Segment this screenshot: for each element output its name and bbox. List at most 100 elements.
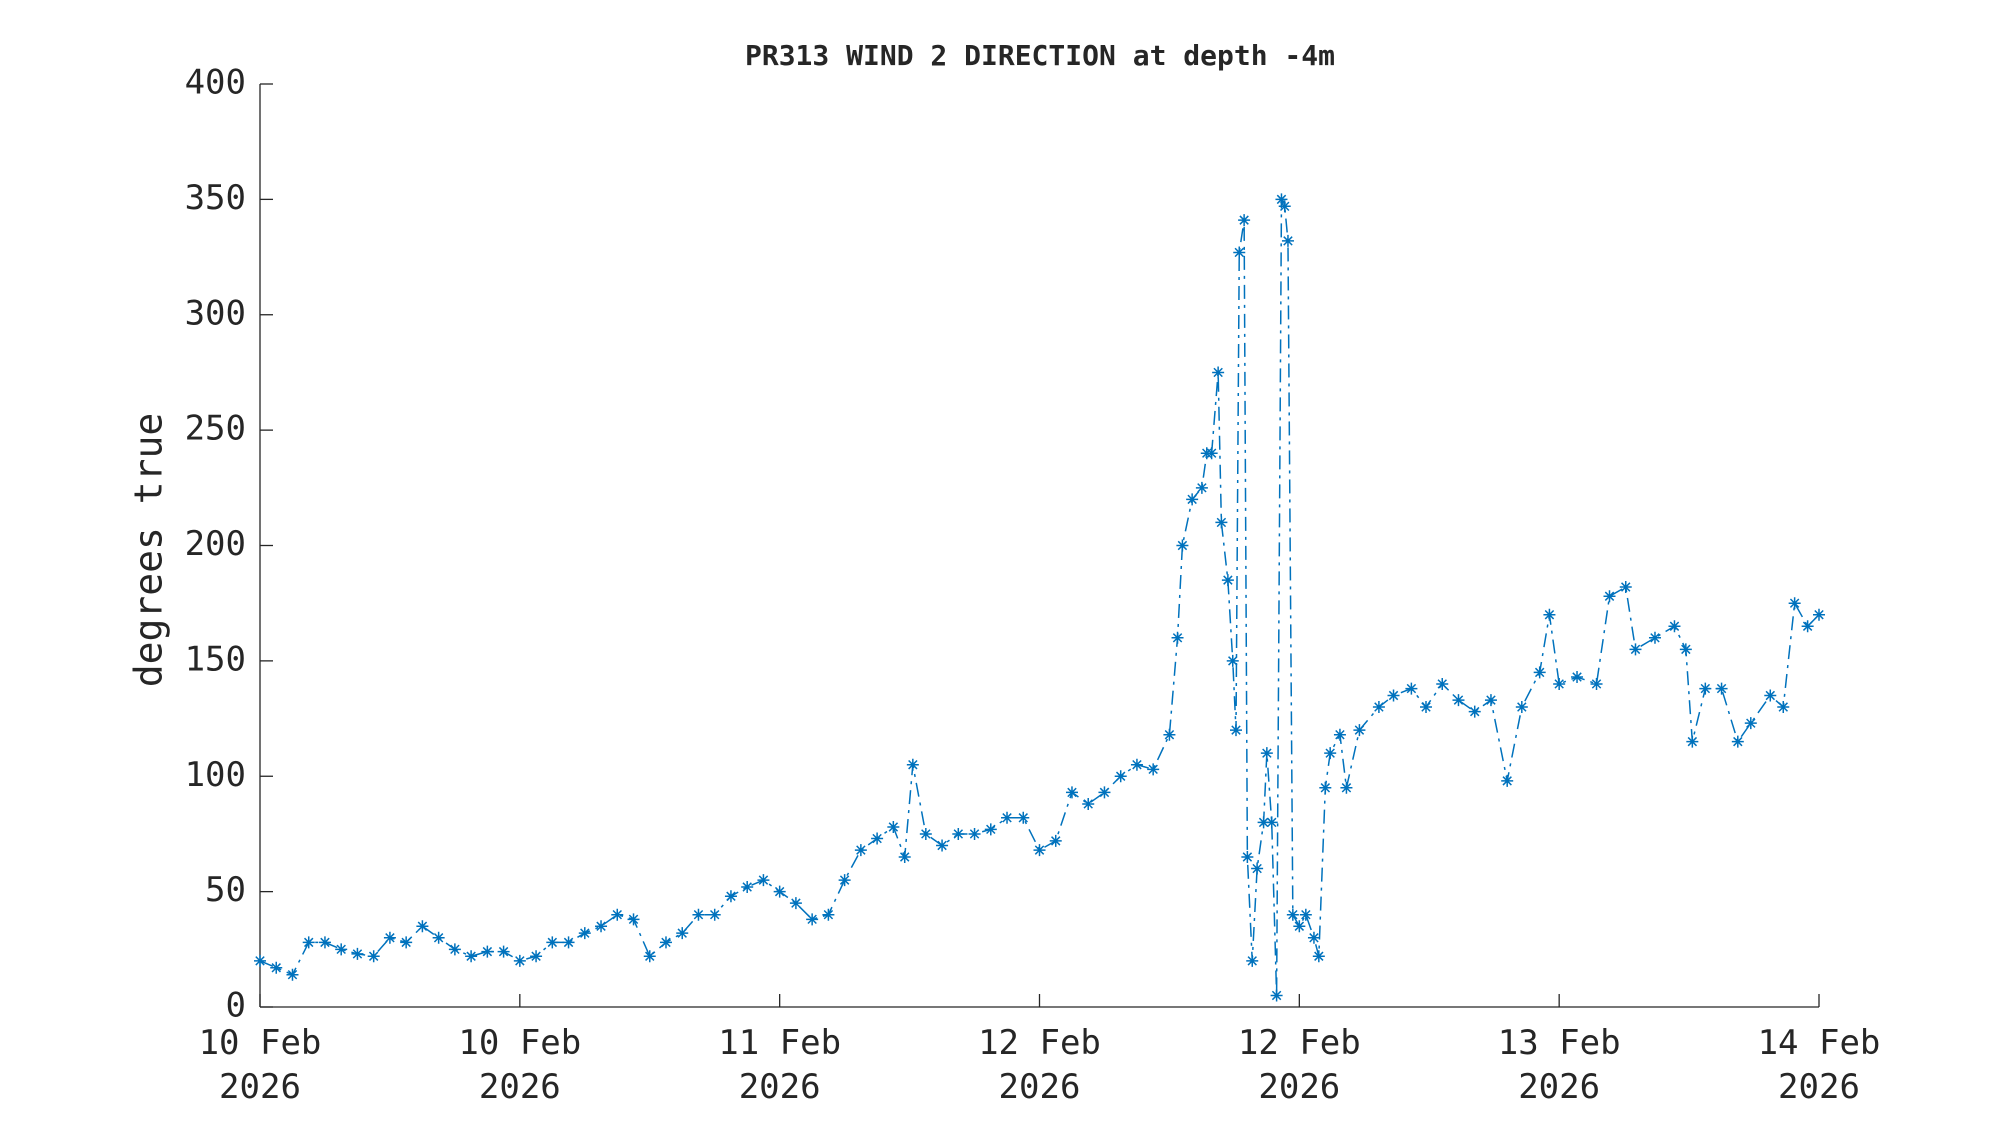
asterisk-marker	[887, 821, 900, 834]
asterisk-marker	[854, 844, 867, 857]
asterisk-marker	[1221, 574, 1234, 587]
asterisk-marker	[1603, 590, 1616, 603]
asterisk-marker	[773, 885, 786, 898]
asterisk-marker	[1001, 811, 1014, 824]
asterisk-marker	[1286, 908, 1299, 921]
asterisk-marker	[1668, 620, 1681, 633]
asterisk-marker	[1082, 797, 1095, 810]
asterisk-marker	[1543, 608, 1556, 621]
x-tick-label: 11 Feb 2026	[718, 1023, 842, 1107]
asterisk-marker	[1265, 816, 1278, 829]
asterisk-marker	[968, 827, 981, 840]
x-tick-label: 10 Feb 2026	[198, 1023, 322, 1107]
asterisk-marker	[1246, 954, 1259, 967]
asterisk-marker	[1238, 214, 1251, 227]
asterisk-marker	[1319, 781, 1332, 794]
asterisk-marker	[1715, 682, 1728, 695]
asterisk-marker	[1813, 608, 1825, 621]
asterisk-marker	[335, 943, 348, 956]
asterisk-marker	[1484, 694, 1497, 707]
y-tick-label: 400	[185, 63, 246, 103]
asterisk-marker	[611, 908, 624, 921]
asterisk-marker	[416, 920, 429, 933]
asterisk-marker	[936, 839, 949, 852]
asterisk-marker	[1130, 758, 1143, 771]
asterisk-marker	[984, 823, 997, 836]
asterisk-marker	[465, 950, 478, 963]
asterisk-marker	[1744, 717, 1757, 730]
asterisk-marker	[497, 945, 510, 958]
x-tick-label: 12 Feb 2026	[1237, 1023, 1361, 1107]
asterisk-marker	[1648, 631, 1661, 644]
asterisk-marker	[1215, 516, 1228, 529]
asterisk-marker	[1278, 200, 1291, 213]
asterisk-marker	[530, 950, 543, 963]
asterisk-marker	[708, 908, 721, 921]
asterisk-marker	[1436, 677, 1449, 690]
asterisk-marker	[1195, 481, 1208, 494]
asterisk-marker	[1590, 677, 1603, 690]
asterisk-marker	[400, 936, 413, 949]
asterisk-marker	[1353, 724, 1366, 737]
asterisk-marker	[1468, 705, 1481, 718]
y-tick-label: 250	[185, 409, 246, 449]
asterisk-marker	[448, 943, 461, 956]
asterisk-marker	[1226, 654, 1239, 667]
asterisk-marker	[1281, 234, 1294, 247]
asterisk-marker	[351, 947, 364, 960]
chart-title: PR313 WIND 2 DIRECTION at depth -4m	[745, 39, 1335, 72]
y-tick-label: 150	[185, 639, 246, 679]
asterisk-marker	[741, 881, 754, 894]
asterisk-marker	[1629, 643, 1642, 656]
asterisk-marker	[1731, 735, 1744, 748]
asterisk-marker	[481, 945, 494, 958]
x-tick-label: 12 Feb 2026	[978, 1023, 1101, 1107]
asterisk-marker	[919, 827, 932, 840]
asterisk-marker	[898, 851, 911, 864]
asterisk-marker	[789, 897, 802, 910]
asterisk-marker	[1420, 701, 1432, 714]
asterisk-marker	[692, 908, 705, 921]
asterisk-marker	[676, 927, 689, 940]
asterisk-marker	[1533, 666, 1546, 679]
y-tick-label: 100	[185, 755, 246, 795]
asterisk-marker	[1098, 786, 1111, 799]
asterisk-marker	[1571, 671, 1584, 684]
asterisk-marker	[1171, 631, 1184, 644]
y-tick-label: 300	[185, 293, 246, 333]
x-tick-label: 13 Feb 2026	[1497, 1023, 1621, 1107]
y-tick-label: 50	[205, 870, 246, 910]
asterisk-marker	[1114, 770, 1127, 783]
asterisk-marker	[578, 927, 591, 940]
x-tick-label: 14 Feb 2026	[1757, 1023, 1881, 1107]
asterisk-marker	[546, 936, 559, 949]
asterisk-marker	[1275, 193, 1288, 206]
asterisk-marker	[1230, 724, 1242, 737]
asterisk-marker	[1299, 908, 1312, 921]
asterisk-marker	[432, 931, 445, 944]
asterisk-marker	[1777, 701, 1790, 714]
asterisk-marker	[595, 920, 608, 933]
asterisk-marker	[1801, 620, 1814, 633]
asterisk-marker	[1405, 682, 1418, 695]
asterisk-marker	[302, 936, 315, 949]
asterisk-marker	[1788, 597, 1801, 610]
asterisk-marker	[1270, 989, 1283, 1002]
asterisk-marker	[724, 890, 737, 903]
asterisk-marker	[1340, 781, 1353, 794]
asterisk-marker	[1452, 694, 1465, 707]
asterisk-marker	[1033, 844, 1046, 857]
asterisk-marker	[906, 758, 919, 771]
asterisk-marker	[1212, 366, 1225, 379]
asterisk-marker	[1307, 931, 1320, 944]
asterisk-marker	[1333, 728, 1346, 741]
asterisk-marker	[952, 827, 965, 840]
asterisk-marker	[1049, 834, 1062, 847]
asterisk-marker	[1324, 747, 1337, 760]
asterisk-marker	[1312, 950, 1325, 963]
asterisk-marker	[1251, 862, 1264, 875]
asterisk-marker	[1176, 539, 1189, 552]
asterisk-marker	[1553, 677, 1566, 690]
